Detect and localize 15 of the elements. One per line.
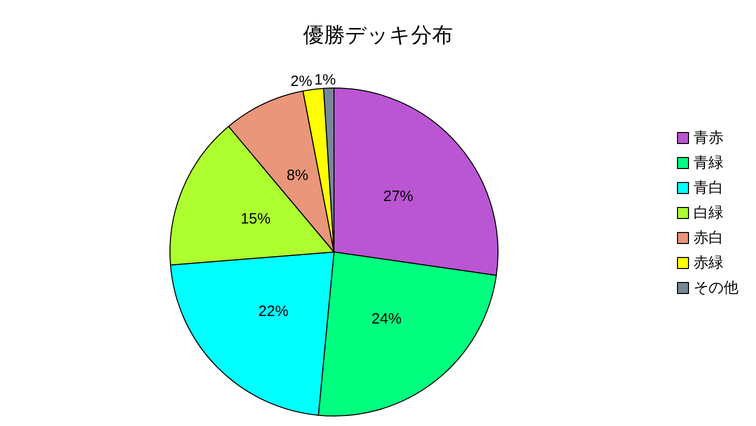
legend-label: 赤緑 [694, 254, 724, 272]
data-label: 22% [258, 303, 288, 320]
data-label: 15% [240, 210, 271, 228]
legend-label: 赤白 [694, 230, 724, 246]
data-label: 2% [290, 72, 312, 90]
legend-label: 白緑 [694, 204, 724, 222]
data-label: 24% [372, 310, 402, 328]
legend-label: 青緑 [694, 154, 724, 172]
legend-label: 青赤 [694, 130, 724, 146]
data-label: 27% [383, 188, 414, 205]
chart-title: 優勝デッキ分布 [303, 24, 453, 47]
data-label: 1% [314, 72, 336, 89]
legend-label: 青白 [694, 180, 724, 196]
data-label: 8% [286, 166, 308, 184]
legend-label: その他 [694, 280, 738, 296]
